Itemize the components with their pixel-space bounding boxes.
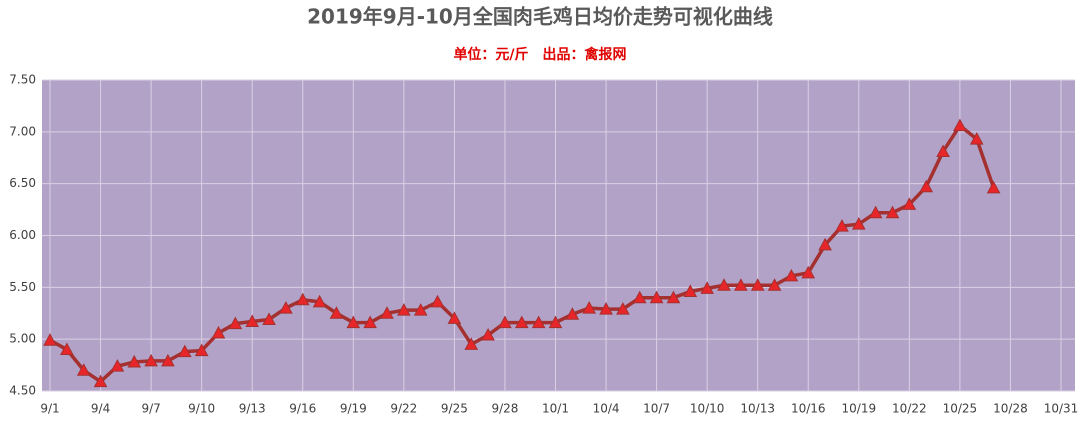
- marker: [565, 307, 580, 320]
- marker: [346, 315, 361, 329]
- marker: [380, 306, 394, 319]
- x-tick-label: 10/1: [542, 402, 569, 416]
- marker: [228, 316, 243, 330]
- x-tick-label: 10/19: [842, 402, 877, 416]
- marker: [666, 290, 681, 304]
- marker: [413, 303, 428, 316]
- x-tick-label: 10/22: [892, 402, 927, 416]
- marker: [767, 278, 782, 291]
- marker: [295, 292, 310, 306]
- marker: [683, 284, 698, 297]
- marker: [599, 302, 613, 315]
- marker: [127, 354, 142, 368]
- marker: [93, 374, 108, 388]
- marker: [868, 205, 883, 219]
- x-tick-label: 10/7: [643, 402, 670, 416]
- marker: [649, 290, 664, 304]
- marker: [279, 301, 293, 314]
- marker: [969, 132, 984, 145]
- marker: [514, 315, 529, 329]
- marker: [430, 294, 445, 308]
- marker: [329, 306, 344, 319]
- y-tick-label: 6.50: [9, 176, 36, 190]
- marker: [885, 205, 900, 219]
- x-tick-label: 10/16: [791, 402, 826, 416]
- x-tick-label: 9/7: [141, 402, 160, 416]
- y-tick-label: 4.50: [9, 384, 36, 398]
- marker: [700, 281, 714, 294]
- x-tick-label: 9/28: [491, 402, 518, 416]
- marker: [616, 302, 630, 315]
- marker: [986, 180, 1001, 194]
- x-tick-label: 10/25: [943, 402, 978, 416]
- y-tick-label: 7.00: [9, 124, 36, 138]
- x-tick-label: 9/10: [188, 402, 215, 416]
- marker: [498, 315, 512, 329]
- marker: [464, 337, 479, 350]
- marker: [851, 217, 866, 230]
- marker: [211, 325, 226, 339]
- marker: [531, 315, 546, 329]
- marker: [801, 265, 816, 279]
- chart-title: 2019年9月-10月全国肉毛鸡日均价走势可视化曲线: [307, 5, 773, 29]
- marker: [750, 278, 765, 291]
- marker: [262, 312, 276, 325]
- marker: [936, 144, 950, 158]
- marker: [717, 278, 731, 291]
- chart-subtitle: 单位：元/斤 出品：禽报网: [453, 46, 626, 63]
- y-tick-label: 5.00: [9, 332, 36, 346]
- marker: [784, 268, 799, 282]
- y-tick-label: 7.50: [9, 73, 36, 87]
- marker: [60, 342, 74, 356]
- x-tick-label: 9/22: [390, 402, 417, 416]
- marker: [312, 294, 327, 308]
- x-tick-label: 10/31: [1044, 402, 1079, 416]
- marker: [447, 311, 462, 324]
- x-tick-label: 9/25: [441, 402, 468, 416]
- marker: [110, 359, 125, 372]
- x-tick-label: 10/13: [740, 402, 775, 416]
- marker: [734, 278, 748, 291]
- x-tick-label: 9/13: [239, 402, 266, 416]
- x-tick-label: 9/4: [91, 402, 110, 416]
- marker: [397, 303, 411, 316]
- marker: [144, 353, 158, 367]
- x-tick-label: 10/10: [690, 402, 725, 416]
- marker: [835, 219, 849, 232]
- marker: [632, 290, 647, 304]
- y-tick-label: 6.00: [9, 228, 36, 242]
- marker: [953, 118, 967, 132]
- x-tick-label: 10/4: [593, 402, 620, 416]
- marker: [161, 353, 175, 367]
- marker: [548, 315, 563, 329]
- x-tick-label: 10/28: [993, 402, 1028, 416]
- marker: [76, 363, 91, 376]
- x-tick-label: 9/1: [40, 402, 59, 416]
- marker: [481, 327, 495, 341]
- x-tick-label: 9/16: [289, 402, 316, 416]
- marker: [194, 343, 209, 357]
- marker: [177, 344, 192, 358]
- marker: [582, 301, 597, 314]
- marker: [902, 197, 917, 210]
- marker: [919, 179, 934, 193]
- marker: [363, 315, 377, 329]
- marker: [43, 333, 57, 346]
- marker: [818, 237, 832, 251]
- y-tick-label: 5.50: [9, 280, 36, 294]
- x-tick-label: 9/19: [340, 402, 367, 416]
- marker: [245, 314, 260, 328]
